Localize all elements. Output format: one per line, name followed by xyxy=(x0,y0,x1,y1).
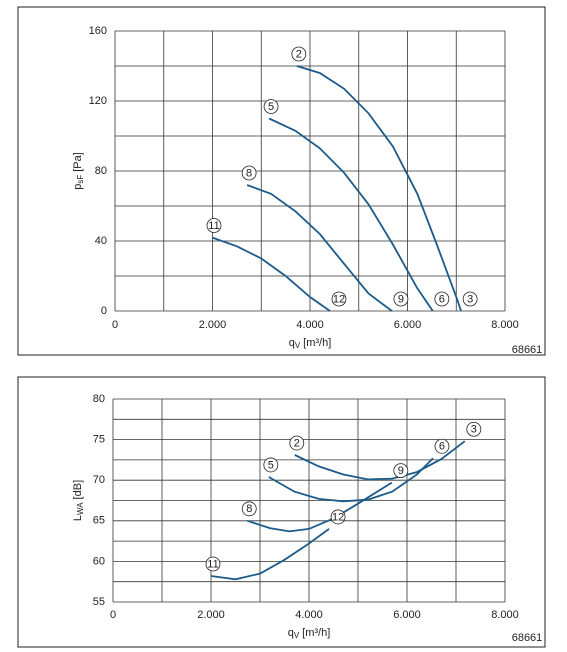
y-axis-label: LWA [dB] xyxy=(72,480,85,521)
curve-badge xyxy=(466,421,482,437)
y-tick-label: 60 xyxy=(93,555,105,567)
curve-badge xyxy=(331,291,347,307)
curve xyxy=(268,117,434,312)
curve-badge xyxy=(434,291,450,307)
curve-label: 12 xyxy=(332,511,344,523)
label-unit: [Pa] xyxy=(72,152,84,172)
curve-badge xyxy=(434,438,450,454)
y-tick-label: 65 xyxy=(93,515,105,527)
label-unit: [m³/h] xyxy=(303,337,331,349)
curve-label: 12 xyxy=(333,293,345,305)
curve-badge xyxy=(330,509,346,525)
curve xyxy=(294,440,466,481)
x-axis-label: qV [m³/h] xyxy=(288,627,331,640)
y-tick-label: 0 xyxy=(101,305,107,317)
figure-code: 68661 xyxy=(512,632,543,644)
y-tick-label: 160 xyxy=(89,25,107,37)
x-tick-label: 8.000 xyxy=(491,609,519,621)
x-axis-label: qV [m³/h] xyxy=(289,337,332,350)
curve xyxy=(246,184,393,312)
panel-frame xyxy=(17,376,546,648)
curve-label: 6 xyxy=(439,441,445,453)
curve-badge xyxy=(241,501,257,517)
label-unit: [dB] xyxy=(72,480,84,500)
figure-code: 68661 xyxy=(512,344,543,356)
x-tick-label: 0 xyxy=(110,609,116,621)
x-tick-label: 0 xyxy=(112,319,118,331)
x-tick-label: 4.000 xyxy=(296,319,324,331)
curve-label: 2 xyxy=(296,48,302,60)
curve-label: 3 xyxy=(471,424,477,436)
label-main: p xyxy=(72,184,84,190)
label-sub: V xyxy=(295,341,301,350)
curve xyxy=(247,481,393,533)
curve-badge xyxy=(289,435,305,451)
y-tick-label: 80 xyxy=(93,393,105,405)
x-tick-label: 2.000 xyxy=(197,609,225,621)
label-main: q xyxy=(289,337,295,349)
label-main: L xyxy=(72,515,84,521)
curve-badge xyxy=(205,556,221,572)
curve-badge xyxy=(462,291,478,307)
curve-label: 11 xyxy=(207,558,218,570)
y-axis-label: psF [Pa] xyxy=(72,152,85,190)
y-tick-label: 55 xyxy=(93,596,105,608)
label-sub: sF xyxy=(76,175,85,184)
panel-frame xyxy=(17,6,546,356)
curve-badge xyxy=(393,463,409,479)
label-main: q xyxy=(288,627,294,639)
y-tick-label: 120 xyxy=(89,95,107,107)
label-sub: WA xyxy=(76,502,85,515)
x-tick-label: 2.000 xyxy=(199,319,227,331)
curve-label: 11 xyxy=(208,220,219,232)
curve-label: 5 xyxy=(268,459,274,471)
label-unit: [m³/h] xyxy=(302,627,330,639)
curve-badge xyxy=(263,457,279,473)
curve-badge xyxy=(206,218,222,233)
curve xyxy=(211,236,331,312)
y-tick-label: 75 xyxy=(93,434,105,446)
curve xyxy=(210,528,330,581)
curve-label: 8 xyxy=(246,503,252,515)
curve-label: 6 xyxy=(439,293,445,305)
curve xyxy=(296,65,462,312)
y-tick-label: 70 xyxy=(93,474,105,486)
curve-label: 9 xyxy=(398,293,404,305)
label-sub: V xyxy=(294,631,300,640)
x-tick-label: 6.000 xyxy=(394,319,422,331)
curve-label: 9 xyxy=(398,465,404,477)
x-tick-label: 4.000 xyxy=(295,609,323,621)
curve-label: 2 xyxy=(294,437,300,449)
curve-badge xyxy=(291,46,307,62)
curve-badge xyxy=(263,99,279,114)
curve xyxy=(268,457,434,503)
curve-badge xyxy=(241,165,257,181)
x-tick-label: 8.000 xyxy=(491,319,519,331)
x-tick-label: 6.000 xyxy=(393,609,421,621)
y-tick-label: 40 xyxy=(95,235,107,247)
curve-label: 8 xyxy=(246,167,252,179)
y-tick-label: 80 xyxy=(95,165,107,177)
curve-label: 3 xyxy=(467,293,473,305)
curve-badge xyxy=(393,291,409,307)
curve-label: 5 xyxy=(268,101,274,113)
